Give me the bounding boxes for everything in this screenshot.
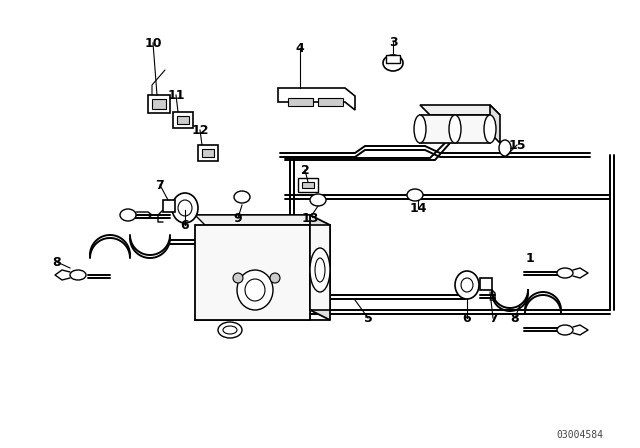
Text: 8: 8 <box>511 311 519 324</box>
Text: 8: 8 <box>52 255 61 268</box>
Polygon shape <box>278 88 355 110</box>
Ellipse shape <box>407 189 423 201</box>
Text: 4: 4 <box>296 42 305 55</box>
Ellipse shape <box>270 273 280 283</box>
Ellipse shape <box>557 268 573 278</box>
Polygon shape <box>490 105 500 143</box>
Ellipse shape <box>310 248 330 292</box>
Text: 12: 12 <box>191 124 209 137</box>
Ellipse shape <box>449 115 461 143</box>
Bar <box>198 145 218 161</box>
Text: 03004584: 03004584 <box>557 430 604 440</box>
Text: 5: 5 <box>364 311 372 324</box>
Text: 7: 7 <box>488 311 497 324</box>
Text: 14: 14 <box>409 202 427 215</box>
Ellipse shape <box>245 279 265 301</box>
Ellipse shape <box>315 258 325 282</box>
Ellipse shape <box>461 278 473 292</box>
Bar <box>148 95 170 113</box>
Bar <box>310 225 330 310</box>
Bar <box>173 112 193 128</box>
Ellipse shape <box>70 270 86 280</box>
Bar <box>202 149 214 157</box>
Ellipse shape <box>499 140 511 156</box>
Bar <box>302 182 314 188</box>
Ellipse shape <box>172 193 198 223</box>
Bar <box>288 98 313 106</box>
Polygon shape <box>420 105 500 115</box>
Bar <box>298 178 318 192</box>
Text: 3: 3 <box>388 35 397 48</box>
Polygon shape <box>163 200 175 212</box>
Polygon shape <box>480 278 492 290</box>
Text: 15: 15 <box>508 138 525 151</box>
Ellipse shape <box>383 55 403 71</box>
Text: 1: 1 <box>525 251 534 264</box>
Text: 13: 13 <box>301 211 319 224</box>
Text: 9: 9 <box>234 211 243 224</box>
Text: 11: 11 <box>167 89 185 102</box>
Ellipse shape <box>233 273 243 283</box>
Text: 6: 6 <box>180 219 189 232</box>
Text: 7: 7 <box>156 178 164 191</box>
Ellipse shape <box>310 194 326 206</box>
Ellipse shape <box>237 270 273 310</box>
Ellipse shape <box>120 209 136 221</box>
Polygon shape <box>310 215 330 320</box>
Ellipse shape <box>218 322 242 338</box>
Text: 2: 2 <box>301 164 309 177</box>
Bar <box>420 115 490 143</box>
Ellipse shape <box>223 326 237 334</box>
Bar <box>318 98 343 106</box>
Ellipse shape <box>557 325 573 335</box>
Ellipse shape <box>178 200 192 216</box>
Ellipse shape <box>455 271 479 299</box>
Ellipse shape <box>234 191 250 203</box>
Ellipse shape <box>414 115 426 143</box>
Bar <box>177 116 189 124</box>
Text: 10: 10 <box>144 36 162 49</box>
Text: 6: 6 <box>463 311 471 324</box>
Bar <box>386 55 400 63</box>
Bar <box>195 225 310 320</box>
Ellipse shape <box>484 115 496 143</box>
Polygon shape <box>195 215 320 225</box>
Bar <box>152 99 166 109</box>
